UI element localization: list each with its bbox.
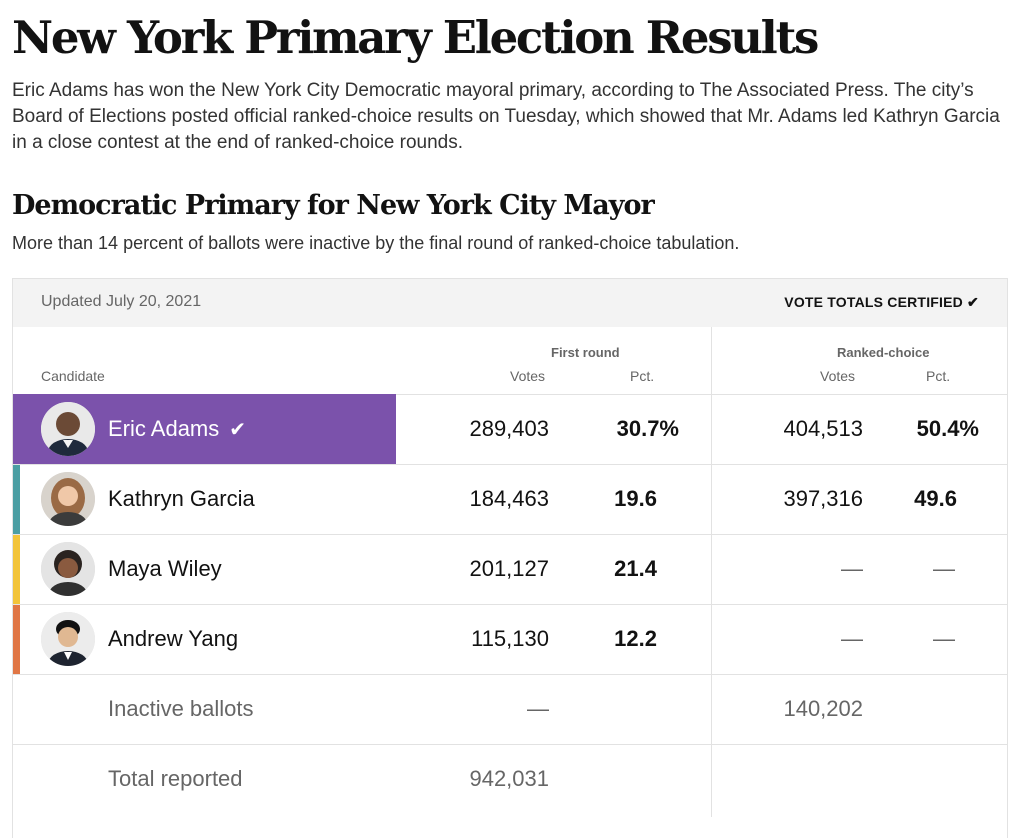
ranked-choice-votes: 404,513 (783, 416, 863, 441)
maya-wiley-avatar (41, 542, 95, 596)
total-reported-label: Total reported (108, 766, 243, 791)
ranked-choice-votes: — (841, 556, 863, 581)
first-round-votes: 115,130 (471, 626, 549, 651)
first-round-pct: 19.6 (614, 486, 657, 511)
first-round-votes: 184,463 (469, 486, 549, 511)
party-color-bar (13, 535, 20, 604)
column-divider (711, 327, 712, 817)
inactive-ranked-choice-votes: 140,202 (783, 696, 863, 721)
first-round-votes: 201,127 (469, 556, 549, 581)
total-reported-row: Total reported 942,031 (13, 744, 1007, 814)
winner-check-icon: ✔ (229, 419, 247, 441)
kathryn-garcia-avatar (41, 472, 95, 526)
inactive-first-round-votes: — (527, 696, 549, 721)
results-table: Updated July 20, 2021 VOTE TOTALS CERTIF… (12, 278, 1008, 838)
candidate-name: Eric Adams ✔ (108, 416, 247, 441)
results-table-header-bar: Updated July 20, 2021 VOTE TOTALS CERTIF… (13, 279, 1007, 327)
ranked-choice-votes: — (841, 626, 863, 651)
ranked-choice-pct-header: Pct. (926, 368, 951, 384)
ranked-choice-pct: — (933, 626, 955, 651)
ranked-choice-pct: 49.6 (914, 486, 957, 511)
first-round-pct: 21.4 (614, 556, 657, 581)
candidate-row-andrew-yang: Andrew Yang 115,130 12.2 — — (13, 604, 1007, 674)
candidate-row-eric-adams: Eric Adams ✔ 289,403 30.7% 404,513 50.4% (13, 394, 1007, 464)
first-round-pct-header: Pct. (630, 368, 655, 384)
candidate-name: Andrew Yang (108, 626, 239, 651)
race-title: Democratic Primary for New York City May… (12, 190, 655, 221)
certified-badge: VOTE TOTALS CERTIFIED ✔ (784, 294, 979, 310)
candidate-column-header: Candidate (41, 368, 105, 384)
ranked-choice-header: Ranked-choice (837, 345, 930, 360)
candidate-row-kathryn-garcia: Kathryn Garcia 184,463 19.6 397,316 49.6 (13, 464, 1007, 534)
article-dek: Eric Adams has won the New York City Dem… (12, 80, 1000, 153)
inactive-ballots-row: Inactive ballots — 140,202 (13, 674, 1007, 744)
candidate-row-maya-wiley: Maya Wiley 201,127 21.4 — — (13, 534, 1007, 604)
ranked-choice-votes-header: Votes (820, 368, 856, 384)
headline: New York Primary Election Results (12, 11, 819, 64)
inactive-ballots-label: Inactive ballots (108, 696, 254, 721)
updated-timestamp: Updated July 20, 2021 (41, 293, 202, 310)
first-round-pct: 30.7% (616, 416, 679, 441)
first-round-pct: 12.2 (614, 626, 657, 651)
total-first-round-votes: 942,031 (469, 766, 549, 791)
ranked-choice-pct: 50.4% (916, 416, 979, 441)
party-color-bar (13, 465, 20, 534)
race-subtitle: More than 14 percent of ballots were ina… (12, 233, 740, 253)
first-round-header: First round (551, 345, 620, 360)
andrew-yang-avatar (41, 612, 95, 666)
ranked-choice-pct: — (933, 556, 955, 581)
candidate-name: Kathryn Garcia (108, 486, 255, 511)
candidate-name: Maya Wiley (108, 556, 222, 581)
party-color-bar (13, 605, 20, 674)
eric-adams-avatar (41, 402, 95, 456)
ranked-choice-votes: 397,316 (783, 486, 863, 511)
first-round-votes: 289,403 (469, 416, 549, 441)
first-round-votes-header: Votes (510, 368, 546, 384)
